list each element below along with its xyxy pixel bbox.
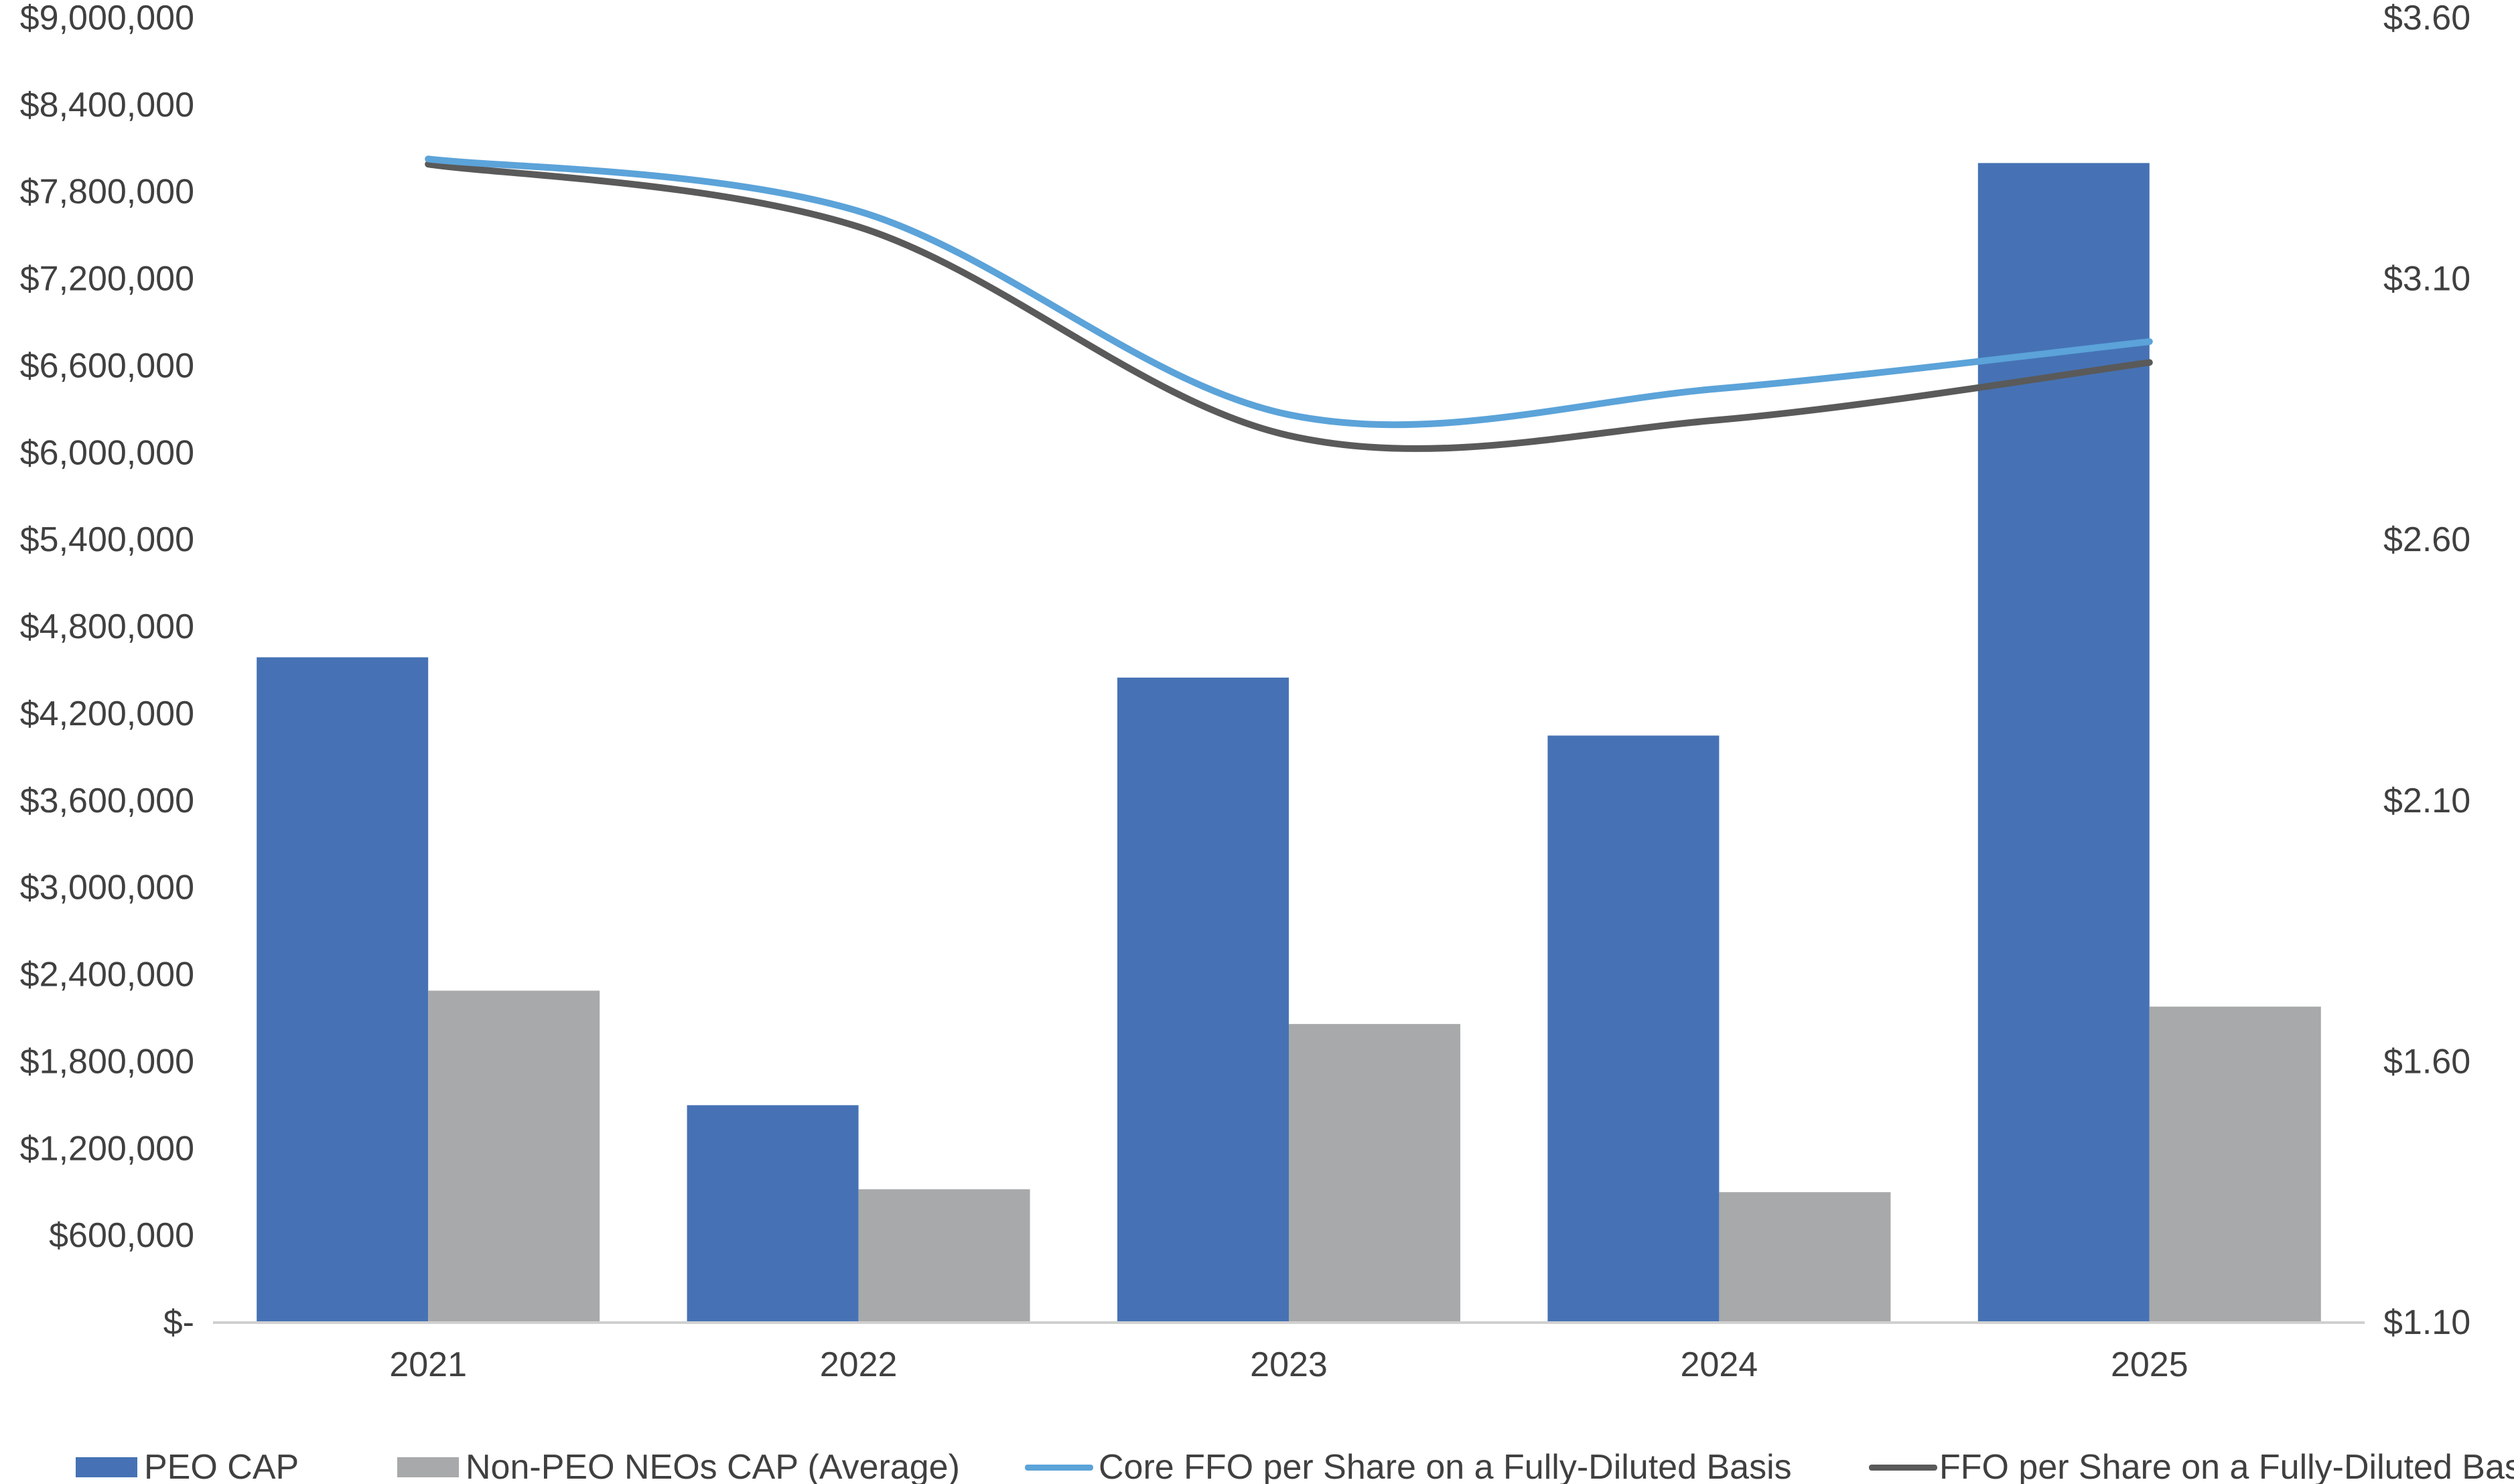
y-left-tick-label: $7,800,000 bbox=[20, 173, 194, 212]
x-tick-label: 2023 bbox=[1250, 1345, 1328, 1384]
y-left-tick-label: $4,800,000 bbox=[20, 607, 194, 646]
y-left-tick-label: $8,400,000 bbox=[20, 86, 194, 125]
y-left-tick-label: $1,800,000 bbox=[20, 1042, 194, 1081]
y-axis-right-ticks: $1.10 $1.60 $2.10 $2.60 $3.10 $3.60 bbox=[2383, 0, 2470, 1342]
legend-swatch-peo-cap bbox=[76, 1457, 137, 1477]
legend-swatch-non-peo-cap bbox=[397, 1457, 459, 1477]
bar-peo-cap-2023 bbox=[1117, 677, 1289, 1323]
legend-label-core-ffo: Core FFO per Share on a Fully-Diluted Ba… bbox=[1099, 1448, 1792, 1484]
bar-non-peo-cap-2023 bbox=[1289, 1024, 1460, 1323]
bar-non-peo-cap-2025 bbox=[2149, 1007, 2321, 1323]
y-left-tick-label: $4,200,000 bbox=[20, 694, 194, 733]
y-left-tick-label: $1,200,000 bbox=[20, 1129, 194, 1168]
x-axis-ticks: 2021 2022 2023 2024 2025 bbox=[389, 1345, 2188, 1384]
x-tick-label: 2022 bbox=[820, 1345, 898, 1384]
y-left-tick-label: $6,600,000 bbox=[20, 346, 194, 385]
y-left-tick-label: $600,000 bbox=[49, 1216, 194, 1255]
bar-non-peo-cap-2022 bbox=[858, 1189, 1030, 1323]
bar-peo-cap-2024 bbox=[1547, 735, 1720, 1323]
y-right-tick-label: $3.10 bbox=[2383, 260, 2470, 299]
line-ffo bbox=[425, 161, 2153, 452]
y-left-tick-label: $3,000,000 bbox=[20, 869, 194, 907]
bars-layer bbox=[257, 163, 2321, 1323]
y-left-tick-label: $2,400,000 bbox=[20, 956, 194, 994]
legend-swatch-ffo bbox=[1869, 1465, 1937, 1471]
bar-peo-cap-2022 bbox=[687, 1105, 859, 1323]
legend-label-ffo: FFO per Share on a Fully-Diluted Basis bbox=[1939, 1448, 2514, 1484]
y-axis-left-ticks: $- $600,000 $1,200,000 $1,800,000 $2,400,000… bbox=[20, 0, 194, 1342]
y-left-tick-label: $7,200,000 bbox=[20, 260, 194, 299]
x-tick-label: 2025 bbox=[2111, 1345, 2188, 1384]
bar-peo-cap-2025 bbox=[1977, 163, 2150, 1323]
bar-non-peo-cap-2021 bbox=[428, 990, 600, 1323]
lines-layer bbox=[425, 155, 2153, 452]
y-left-tick-label: $9,000,000 bbox=[20, 0, 194, 38]
legend-label-non-peo-cap: Non-PEO NEOs CAP (Average) bbox=[466, 1448, 960, 1484]
line-core-ffo bbox=[425, 155, 2153, 429]
legend-swatch-core-ffo bbox=[1025, 1465, 1093, 1471]
y-right-tick-label: $2.60 bbox=[2383, 520, 2470, 559]
legend: PEO CAP Non-PEO NEOs CAP (Average) Core … bbox=[76, 1448, 2514, 1484]
bar-non-peo-cap-2024 bbox=[1719, 1192, 1891, 1323]
bar-peo-cap-2021 bbox=[257, 657, 429, 1323]
x-tick-label: 2024 bbox=[1681, 1345, 1758, 1384]
y-right-tick-label: $3.60 bbox=[2383, 0, 2470, 38]
y-right-tick-label: $2.10 bbox=[2383, 782, 2470, 820]
y-left-tick-label: $5,400,000 bbox=[20, 520, 194, 559]
y-left-tick-label: $6,000,000 bbox=[20, 433, 194, 472]
y-left-tick-label: $3,600,000 bbox=[20, 782, 194, 820]
y-right-tick-label: $1.60 bbox=[2383, 1042, 2470, 1081]
y-left-tick-label: $- bbox=[163, 1303, 194, 1342]
legend-label-peo-cap: PEO CAP bbox=[144, 1448, 299, 1484]
x-tick-label: 2021 bbox=[389, 1345, 467, 1384]
y-right-tick-label: $1.10 bbox=[2383, 1303, 2470, 1342]
